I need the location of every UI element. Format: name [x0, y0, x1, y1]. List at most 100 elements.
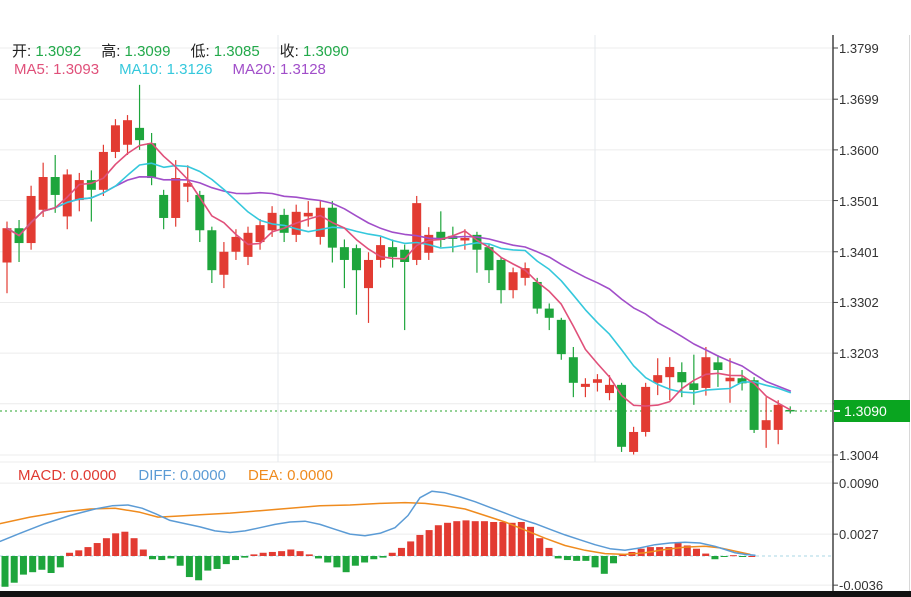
dea-line [0, 501, 751, 556]
ohlc-legend-label: 低: [190, 43, 210, 60]
candle-body [761, 420, 771, 430]
ma-legend-label: MA10: [119, 61, 163, 78]
macd-histogram-bar [683, 545, 691, 556]
diff-line [0, 490, 756, 556]
main-axis-tick-label: 1.3501 [839, 193, 879, 209]
macd-histogram-bar [93, 543, 101, 556]
macd-histogram-bar [397, 547, 405, 556]
macd-histogram-bar [434, 525, 442, 556]
bottom-window-edge [0, 591, 911, 597]
candle-body [98, 151, 108, 190]
main-axis-tick-label: 1.3203 [839, 346, 879, 362]
candle-body [749, 380, 759, 430]
macd-histogram-bar [656, 547, 664, 556]
ma-legend-label: MA5: [14, 61, 50, 78]
ohlc-legend-item: 低: 1.3085 [190, 40, 259, 61]
macd-histogram-bar [591, 556, 599, 568]
candle-body [364, 259, 373, 289]
macd-histogram-bar [425, 530, 433, 556]
candle-body [689, 383, 699, 390]
candle-body [26, 195, 36, 244]
candle-body [62, 174, 72, 217]
macd-histogram-bar [748, 556, 756, 557]
macd-histogram-bar [545, 547, 553, 556]
candle-body [725, 377, 735, 382]
candle-body [592, 379, 602, 383]
ohlc-legend-label: 收: [279, 43, 299, 60]
macd-histogram-bar [416, 534, 424, 556]
candle-body [2, 228, 12, 263]
macd-histogram-bar [314, 556, 322, 559]
macd-histogram-bar [370, 556, 378, 560]
macd-histogram-bar [167, 556, 175, 559]
ma-legend-item: MA20: 1.3128 [232, 61, 325, 78]
candle-body [303, 212, 313, 217]
candle-body [484, 247, 494, 271]
candle-body [231, 236, 241, 252]
candle-body [147, 143, 157, 179]
candle-body [653, 375, 663, 383]
candle-body [605, 384, 614, 394]
candle-body [195, 194, 205, 231]
macd-histogram-bar [222, 556, 230, 565]
macd-histogram-bar [10, 556, 18, 583]
candle-body [207, 230, 217, 271]
macd-histogram-bar [729, 555, 737, 557]
macd-histogram-bar [480, 521, 488, 556]
macd-histogram-bar [241, 556, 249, 558]
macd-histogram-bar [1, 556, 9, 587]
candle-body [400, 249, 410, 262]
macd-histogram-bar [268, 551, 276, 556]
candle-body [544, 308, 554, 318]
candle-body [785, 409, 795, 412]
macd-histogram-bar [176, 556, 184, 566]
macd-histogram-bar [56, 556, 64, 568]
badge-tick-notch [834, 409, 840, 412]
macd-legend: MACD: 0.0000 DIFF: 0.0000 DEA: 0.0000 [18, 467, 333, 484]
macd-histogram-bar [471, 521, 479, 556]
candle-body [351, 248, 361, 271]
ohlc-legend-label: 高: [101, 43, 121, 60]
candle-body [713, 362, 723, 371]
candle-body [412, 203, 422, 260]
macd-histogram-bar [527, 526, 535, 556]
candle-body [773, 404, 783, 430]
macd-histogram-bar [84, 547, 92, 556]
macd-histogram-bar [38, 556, 46, 570]
macd-histogram-bar [490, 521, 498, 556]
macd-histogram-bar [573, 556, 581, 561]
macd-histogram-bar [102, 538, 110, 556]
macd-histogram-bar [444, 522, 452, 556]
macd-legend-item: MACD: 0.0000 [18, 467, 116, 484]
macd-histogram-bar [232, 556, 239, 561]
ma20-line [6, 176, 792, 392]
ohlc-legend-label: 开: [12, 43, 32, 60]
candle-body [665, 366, 675, 378]
candle-body [376, 245, 386, 260]
macd-histogram-bar [619, 554, 627, 556]
macd-histogram-bar [130, 538, 138, 556]
ma-legend-value: 1.3126 [162, 61, 213, 78]
candle-body [267, 212, 277, 231]
candle-body [436, 231, 446, 240]
macd-axis-tick-label: 0.0027 [839, 527, 879, 543]
macd-histogram-bar [185, 556, 193, 578]
macd-histogram-bar [563, 556, 571, 561]
candle-body [388, 247, 398, 257]
ohlc-legend-item: 高: 1.3099 [101, 40, 170, 61]
candle-body [460, 237, 470, 241]
macd-histogram-bar [296, 551, 304, 556]
candle-body [255, 225, 265, 243]
macd-histogram-bar [149, 556, 157, 560]
macd-histogram-bar [139, 549, 147, 556]
candle-body [315, 207, 325, 237]
main-axis-tick-label: 1.3004 [839, 448, 879, 463]
macd-histogram-bar [711, 556, 719, 560]
candle-body [339, 247, 349, 260]
main-axis-tick-label: 1.3302 [839, 295, 879, 311]
candle-body [580, 383, 590, 387]
macd-histogram-bar [499, 521, 507, 556]
ma5-line [6, 142, 792, 411]
main-axis-tick-label: 1.3600 [839, 142, 879, 158]
